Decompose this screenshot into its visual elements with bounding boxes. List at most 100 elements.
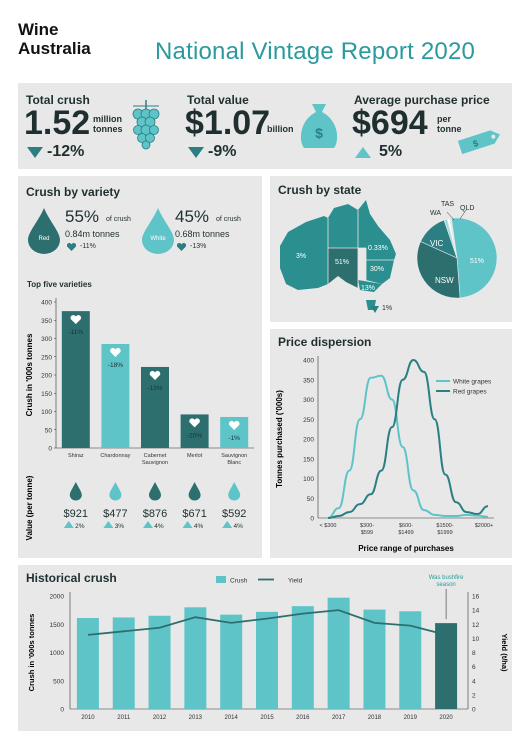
up-arrow-icon xyxy=(103,521,114,528)
historical-crush-chart: 0 500 1000 1500 2000 0 2 4 6 8 10 12 14 16 Crush in '0… xyxy=(27,575,509,721)
bar xyxy=(180,414,209,448)
australia-map xyxy=(280,200,396,310)
y-tick-label: 400 xyxy=(303,358,314,365)
bar-change-label: -13% xyxy=(147,385,162,392)
avg-price-change: 5% xyxy=(379,143,403,160)
map-region-nt xyxy=(328,204,358,248)
red-drop-icon xyxy=(28,208,60,254)
crush-by-variety-title: Crush by variety xyxy=(26,185,121,199)
up-arrow-icon xyxy=(222,521,233,528)
y-tick-label: 0 xyxy=(60,707,64,714)
y2-tick-label: 2 xyxy=(472,692,476,699)
svg-text:$: $ xyxy=(472,138,480,149)
tas-marker-icon xyxy=(371,306,379,313)
x-tick-label: < $300 xyxy=(320,523,337,529)
map-region-qld xyxy=(358,200,396,260)
red-drop-label: Red xyxy=(38,236,50,242)
up-arrow-icon xyxy=(143,521,153,528)
legend-label: Red grapes xyxy=(453,389,487,396)
legend-label: Crush xyxy=(230,578,248,585)
heart-icon xyxy=(70,315,82,325)
red-of-crush: of crush xyxy=(106,216,131,223)
price-drop-icon xyxy=(109,482,122,501)
state-pie-chart xyxy=(416,209,498,299)
price-change-label: 4% xyxy=(233,523,243,530)
x-tick-label: $2000+ xyxy=(475,523,494,529)
pie-label-wa: WA xyxy=(430,210,442,217)
total-value-value: $1.07 xyxy=(185,104,271,142)
y-axis-label: Tonnes purchased ('000s) xyxy=(275,390,284,488)
y-tick-label: 0 xyxy=(310,516,314,523)
x-axis-label: Price range of purchases xyxy=(358,544,454,553)
heart-icon xyxy=(189,418,200,428)
map-label-vic: 30% xyxy=(370,266,385,273)
red-pct: 55% xyxy=(65,207,100,226)
price-change-label: 3% xyxy=(115,523,125,530)
total-crush-unit: million tonnes xyxy=(93,114,123,134)
pie-slice xyxy=(416,241,461,299)
total-value-down-arrow-icon xyxy=(188,147,204,158)
y-tick-label: 500 xyxy=(53,678,64,685)
price-tag-icon: $ xyxy=(457,130,500,155)
map-label-sa: 51% xyxy=(335,259,350,266)
x-tick-label: Sauvignon xyxy=(142,460,168,466)
x-tick-label: $600- xyxy=(399,523,413,529)
total-crush-label: Total crush xyxy=(26,93,90,107)
map-label-tas: 1% xyxy=(382,305,393,312)
y-tick-label: 200 xyxy=(41,373,52,380)
x-tick-label: $1499 xyxy=(398,530,413,536)
y-tick-label: 2000 xyxy=(50,594,65,601)
price-change-label: 2% xyxy=(75,523,85,530)
y-tick-label: 50 xyxy=(45,427,53,434)
x-tick-label: 2020 xyxy=(439,715,453,721)
up-arrow-icon xyxy=(63,521,74,528)
avg-price-up-arrow-icon xyxy=(355,147,371,158)
price-label: $921 xyxy=(64,508,88,520)
y-axis-label: Crush in '000s tonnes xyxy=(27,614,36,692)
bar-change-label: -20% xyxy=(187,432,202,439)
map-label-nsw: 0.33% xyxy=(368,245,388,252)
x-tick-label: 2015 xyxy=(260,715,274,721)
bar xyxy=(184,607,207,709)
avg-price-unit: per tonne xyxy=(437,114,462,134)
x-tick-label: $1500- xyxy=(436,523,453,529)
brand-line-1: Wine xyxy=(18,20,59,39)
x-tick-label: 2018 xyxy=(368,715,382,721)
price-drop-icon xyxy=(228,482,241,501)
kpi-panel xyxy=(18,83,512,169)
annotation-line-2: season xyxy=(436,582,455,588)
y-tick-label: 300 xyxy=(303,397,314,404)
x-tick-label: Cabernet xyxy=(144,453,167,459)
brand-line-2: Australia xyxy=(18,39,91,58)
x-tick-label: 2016 xyxy=(296,715,310,721)
red-tonnes: 0.84m tonnes xyxy=(65,229,120,239)
price-dispersion-panel xyxy=(270,329,512,558)
white-drop-label: White xyxy=(150,236,166,242)
pie-slice xyxy=(451,217,498,299)
y-tick-label: 250 xyxy=(303,417,314,424)
grape-cluster-icon xyxy=(132,100,160,150)
pie-label-qld: QLD xyxy=(460,205,475,212)
value-axis-label: Value (per tonne) xyxy=(25,475,34,540)
total-crush-change: -12% xyxy=(47,143,85,160)
map-region-sa xyxy=(328,248,358,288)
legend-label: White grapes xyxy=(453,379,492,386)
bar xyxy=(256,611,278,709)
bar xyxy=(61,311,90,448)
x-tick-label: Chardonnay xyxy=(100,453,130,459)
price-change-label: 4% xyxy=(194,523,204,530)
white-of-crush: of crush xyxy=(216,216,241,223)
top-five-varieties-chart: 0 50 100 150 200 250 300 350 400 Crush in '000s t… xyxy=(25,298,254,540)
white-drop-icon xyxy=(142,208,174,254)
price-label: $671 xyxy=(182,508,206,520)
series-line xyxy=(327,358,489,519)
price-drop-icon xyxy=(69,482,82,501)
x-tick-label: 2017 xyxy=(332,715,346,721)
pie-label-nsw: NSW xyxy=(435,276,454,285)
legend-swatch xyxy=(216,576,226,583)
x-tick-label: $1999 xyxy=(437,530,452,536)
bar xyxy=(112,617,135,709)
bar-change-label: -18% xyxy=(108,362,123,369)
red-change: -11% xyxy=(80,243,96,250)
pie-label-tas: TAS xyxy=(441,201,455,208)
